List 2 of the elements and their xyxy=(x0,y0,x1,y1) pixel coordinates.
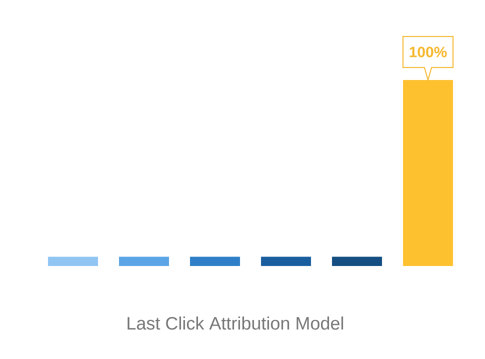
data-label: 100% xyxy=(410,46,447,58)
text: Last Click Attribution Model xyxy=(128,316,344,330)
